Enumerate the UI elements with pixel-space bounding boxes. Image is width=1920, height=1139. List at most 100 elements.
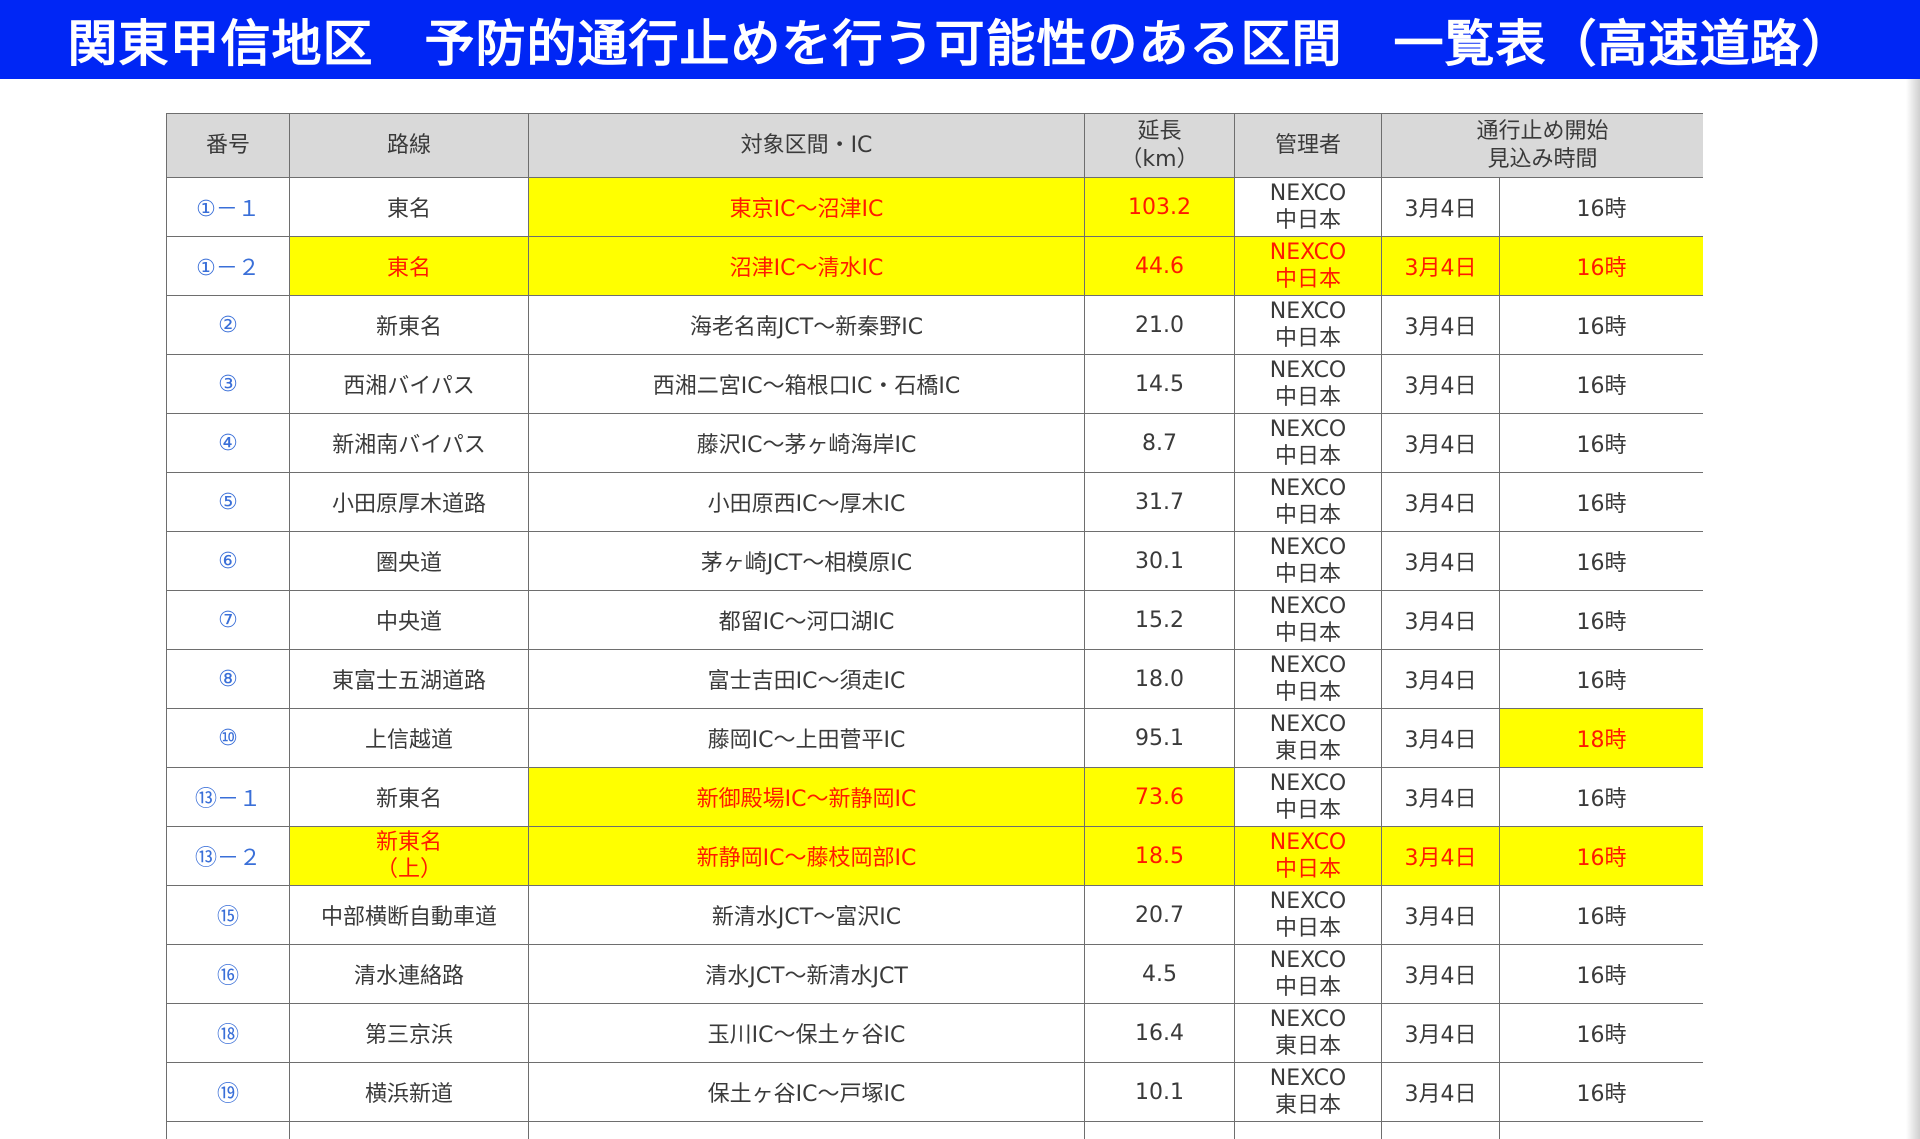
start-date: 3月4日 bbox=[1404, 1082, 1477, 1107]
title-bar: 関東甲信地区 予防的通行止めを行う可能性のある区間 一覧表（高速道路） bbox=[0, 0, 1920, 79]
cell-no: ② bbox=[166, 295, 290, 355]
start-hour: 16時 bbox=[1576, 551, 1627, 576]
table-row: ⑬－１ 新東名 新御殿場IC～新静岡IC 73.6 NEXCO 中日本 3月4日 16時 bbox=[166, 767, 1703, 827]
start-date: 3月4日 bbox=[1404, 551, 1477, 576]
start-date: 3月4日 bbox=[1404, 374, 1477, 399]
manager-company: NEXCO bbox=[1269, 1066, 1347, 1091]
cell-route: 新東名 （上） bbox=[289, 826, 529, 886]
cell-time: 18時 bbox=[1498, 708, 1703, 768]
cell-no: ③ bbox=[166, 354, 290, 414]
table-row: ⑮ 中部横断自動車道 新清水JCT～富沢IC 20.7 NEXCO 中日本 3月4日 16時 bbox=[166, 885, 1703, 945]
cell-route: 上信越道 bbox=[289, 708, 529, 768]
route-name: 清水連絡路 bbox=[353, 964, 464, 989]
cell-length: 30.1 bbox=[1084, 531, 1235, 591]
row-number: ⑦ bbox=[218, 607, 238, 633]
cell-mgr: NEXCO 東日本 bbox=[1234, 1062, 1382, 1122]
section-name: 小田原西IC～厚木IC bbox=[707, 492, 906, 517]
cell-route: 東富士五湖道路 bbox=[289, 649, 529, 709]
cell-date: 3月4日 bbox=[1381, 767, 1500, 827]
start-hour: 16時 bbox=[1576, 256, 1627, 281]
cell-date: 3月4日 bbox=[1381, 590, 1500, 650]
length-km: 21.0 bbox=[1135, 312, 1184, 338]
manager-region: 中日本 bbox=[1274, 916, 1341, 941]
section-name: 保土ヶ谷IC～戸塚IC bbox=[707, 1082, 906, 1107]
start-date: 3月4日 bbox=[1404, 846, 1477, 871]
section-name: 藤岡IC～上田菅平IC bbox=[707, 728, 906, 753]
manager-region: 中日本 bbox=[1274, 208, 1341, 233]
cell-length: 10.1 bbox=[1084, 1062, 1235, 1122]
header-row: 番号 路線 対象区間・IC 延長 （km） 管理者 通行止め開始 見込み時間 bbox=[166, 113, 1703, 178]
cell-time: 16時 bbox=[1498, 236, 1703, 296]
cell-section: 西湘二宮IC～箱根口IC・石橋IC bbox=[528, 354, 1085, 414]
start-date: 3月4日 bbox=[1404, 1023, 1477, 1048]
cell-time: 16時 bbox=[1498, 413, 1703, 473]
cell-date bbox=[1381, 1121, 1500, 1139]
cell-date: 3月4日 bbox=[1381, 1062, 1500, 1122]
cell-length: 31.7 bbox=[1084, 472, 1235, 532]
cell-time bbox=[1498, 1121, 1703, 1139]
cell-no: ⑦ bbox=[166, 590, 290, 650]
header-length-line1: 延長 bbox=[1137, 118, 1182, 144]
cell-mgr: NEXCO 中日本 bbox=[1234, 413, 1382, 473]
header-start-time: 通行止め開始 見込み時間 bbox=[1380, 113, 1703, 178]
cell-mgr: NEXCO 中日本 bbox=[1234, 649, 1382, 709]
cell-no: ①－１ bbox=[166, 177, 290, 237]
header-manager: 管理者 bbox=[1234, 113, 1382, 178]
table-header: 番号 路線 対象区間・IC 延長 （km） 管理者 通行止め開始 見込み時間 bbox=[166, 113, 1703, 178]
cell-section: 藤沢IC～茅ヶ崎海岸IC bbox=[528, 413, 1085, 473]
cell-date: 3月4日 bbox=[1381, 885, 1500, 945]
header-length: 延長 （km） bbox=[1084, 113, 1235, 178]
manager-region: 中日本 bbox=[1274, 326, 1341, 351]
closure-table-container: 番号 路線 対象区間・IC 延長 （km） 管理者 通行止め開始 見込み時間 ①… bbox=[166, 113, 1703, 1139]
cell-route: 新東名 bbox=[289, 767, 529, 827]
manager-company: NEXCO bbox=[1269, 889, 1347, 914]
table-row: ①－１ 東名 東京IC～沼津IC 103.2 NEXCO 中日本 3月4日 16時 bbox=[166, 177, 1703, 237]
cell-mgr: NEXCO 中日本 bbox=[1234, 354, 1382, 414]
length-km: 20.7 bbox=[1135, 902, 1184, 928]
start-date: 3月4日 bbox=[1404, 964, 1477, 989]
manager-company: NEXCO bbox=[1269, 358, 1347, 383]
cell-no bbox=[166, 1121, 290, 1139]
length-km: 18.5 bbox=[1135, 843, 1184, 869]
cell-route: 東名 bbox=[289, 236, 529, 296]
cell-time: 16時 bbox=[1498, 590, 1703, 650]
row-number: ⑥ bbox=[218, 548, 238, 574]
cell-length: 15.2 bbox=[1084, 590, 1235, 650]
table-row: ③ 西湘バイパス 西湘二宮IC～箱根口IC・石橋IC 14.5 NEXCO 中日本 3月4日… bbox=[166, 354, 1703, 414]
cell-length: 18.0 bbox=[1084, 649, 1235, 709]
cell-date: 3月4日 bbox=[1381, 1003, 1500, 1063]
length-km: 103.2 bbox=[1128, 194, 1191, 220]
cell-time: 16時 bbox=[1498, 649, 1703, 709]
cell-date: 3月4日 bbox=[1381, 177, 1500, 237]
cell-section: 新清水JCT～富沢IC bbox=[528, 885, 1085, 945]
table-row: ⑤ 小田原厚木道路 小田原西IC～厚木IC 31.7 NEXCO 中日本 3月4日 16時 bbox=[166, 472, 1703, 532]
manager-region: 中日本 bbox=[1274, 444, 1341, 469]
cell-section: 新静岡IC～藤枝岡部IC bbox=[528, 826, 1085, 886]
route-direction: （上） bbox=[375, 857, 442, 882]
cell-mgr: NEXCO 中日本 bbox=[1234, 295, 1382, 355]
route-name: 新東名 bbox=[375, 315, 442, 340]
table-row: ② 新東名 海老名南JCT～新秦野IC 21.0 NEXCO 中日本 3月4日 16時 bbox=[166, 295, 1703, 355]
manager-region: 中日本 bbox=[1274, 385, 1341, 410]
cell-route: 清水連絡路 bbox=[289, 944, 529, 1004]
cell-no: ⑲ bbox=[166, 1062, 290, 1122]
section-name: 東京IC～沼津IC bbox=[729, 197, 884, 222]
route-name: 東名 bbox=[386, 256, 431, 281]
manager-company: NEXCO bbox=[1269, 181, 1347, 206]
header-length-line2: （km） bbox=[1120, 146, 1199, 172]
length-km: 8.7 bbox=[1142, 430, 1177, 456]
route-name: 新湘南バイパス bbox=[332, 433, 486, 458]
row-number: ⑲ bbox=[216, 1082, 239, 1107]
cell-date: 3月4日 bbox=[1381, 826, 1500, 886]
start-hour: 16時 bbox=[1576, 197, 1627, 222]
cell-no: ⑬－１ bbox=[166, 767, 290, 827]
cell-mgr: NEXCO 中日本 bbox=[1234, 944, 1382, 1004]
manager-company: NEXCO bbox=[1269, 417, 1347, 442]
table-row: ⑲ 横浜新道 保土ヶ谷IC～戸塚IC 10.1 NEXCO 東日本 3月4日 16時 bbox=[166, 1062, 1703, 1122]
row-number: ⑯ bbox=[216, 964, 239, 989]
manager-company: NEXCO bbox=[1269, 535, 1347, 560]
length-km: 16.4 bbox=[1135, 1020, 1184, 1046]
manager-company: NEXCO bbox=[1269, 240, 1347, 265]
row-number: ⑬－２ bbox=[194, 846, 261, 871]
table-row: ①－２ 東名 沼津IC～清水IC 44.6 NEXCO 中日本 3月4日 16時 bbox=[166, 236, 1703, 296]
